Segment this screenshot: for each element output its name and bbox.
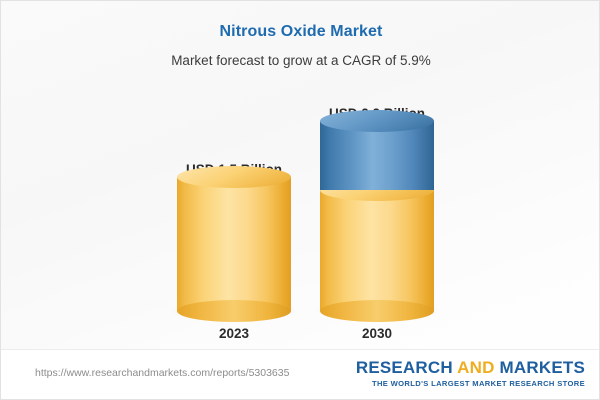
bar-segment-base-2023	[177, 166, 291, 322]
chart-subtitle: Market forecast to grow at a CAGR of 5.9…	[171, 53, 431, 68]
chart-title: Nitrous Oxide Market	[219, 23, 383, 40]
footer: https://www.researchandmarkets.com/repor…	[1, 349, 599, 399]
segment-body	[320, 190, 434, 311]
segment-bottom-cap	[320, 300, 434, 322]
segment-bottom-cap	[177, 300, 291, 322]
logo-word-markets: MARKETS	[499, 358, 585, 377]
segment-top-cap	[177, 166, 291, 188]
logo-wordmark: RESEARCH AND MARKETS	[356, 358, 585, 377]
segment-body	[177, 177, 291, 311]
bar-segment-growth-2030	[320, 110, 434, 190]
segment-body	[320, 121, 434, 190]
cylinder-2030	[320, 110, 434, 322]
plot-area: USD 1.5 Billion 2023 USD 2.2 Billion	[1, 1, 599, 349]
brand-logo[interactable]: RESEARCH AND MARKETS THE WORLD'S LARGEST…	[356, 358, 585, 389]
category-label-2023: 2023	[218, 326, 250, 341]
logo-word-and: AND	[457, 358, 495, 377]
category-label-2030: 2030	[361, 326, 393, 341]
source-url[interactable]: https://www.researchandmarkets.com/repor…	[35, 367, 290, 379]
cylinder-2023	[177, 166, 291, 322]
logo-word-research: RESEARCH	[355, 358, 453, 377]
logo-tagline: THE WORLD'S LARGEST MARKET RESEARCH STOR…	[371, 379, 585, 388]
segment-top-cap	[320, 110, 434, 132]
bar-segment-base-2030	[320, 179, 434, 322]
